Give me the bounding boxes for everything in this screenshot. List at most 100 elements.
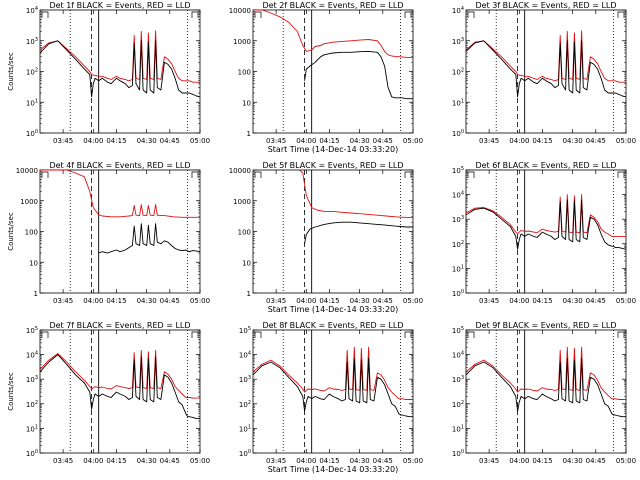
- x-tick-label: 04:00: [296, 297, 316, 305]
- x-tick-label: 03:45: [266, 457, 286, 465]
- series-line-events: [304, 50, 413, 100]
- plot-frame: [252, 9, 414, 134]
- panel-title: Det 1f BLACK = Events, RED = LLD: [49, 1, 190, 10]
- plot-frame: [39, 9, 201, 134]
- series-group: [466, 194, 626, 250]
- y-tick-label: 1: [247, 290, 251, 298]
- plot-frame: [465, 329, 627, 454]
- plot-frame: [252, 329, 414, 454]
- start-bracket-mark: [41, 171, 49, 178]
- series-group: [253, 10, 413, 100]
- x-tick-label: 04:00: [509, 457, 529, 465]
- x-tick-label: 04:30: [137, 297, 157, 305]
- x-tick-label: 05:00: [616, 457, 636, 465]
- y-tick-label: 1000: [233, 38, 251, 46]
- x-tick-label: 04:15: [106, 297, 126, 305]
- y-tick-label: 10000: [229, 167, 251, 175]
- x-axis-label: Start Time (14-Dec-14 03:33:20): [268, 465, 399, 474]
- x-tick-label: 04:45: [373, 137, 393, 145]
- panel-title: Det 6f BLACK = Events, RED = LLD: [475, 161, 616, 170]
- detector-panel-9: Det 9f BLACK = Events, RED = LLD 100 101 10…: [452, 321, 636, 465]
- series-line-lld: [466, 30, 626, 83]
- series-line-lld: [40, 30, 200, 83]
- series-line-events: [98, 223, 200, 254]
- x-tick-label: 04:30: [350, 297, 370, 305]
- y-tick-label: 103: [26, 37, 38, 46]
- x-tick-label: 04:45: [373, 457, 393, 465]
- y-tick-label: 102: [452, 400, 464, 409]
- x-tick-label: 03:45: [479, 297, 499, 305]
- x-tick-label: 05:00: [190, 457, 210, 465]
- x-tick-label: 04:30: [137, 137, 157, 145]
- y-tick-label: 10000: [16, 167, 38, 175]
- y-tick-label: 104: [452, 191, 464, 200]
- y-tick-label: 101: [452, 424, 464, 433]
- series-line-lld: [40, 349, 200, 399]
- x-tick-label: 04:30: [563, 457, 583, 465]
- end-bracket-mark: [617, 331, 625, 338]
- x-tick-label: 04:00: [509, 137, 529, 145]
- series-line-events: [466, 357, 626, 418]
- detector-panel-6: Det 6f BLACK = Events, RED = LLD 100 101 10…: [452, 161, 636, 305]
- detector-panel-3: Det 3f BLACK = Events, RED = LLD 100 101 10…: [452, 1, 636, 145]
- y-tick-label: 101: [452, 98, 464, 107]
- x-tick-label: 04:00: [83, 457, 103, 465]
- x-tick-label: 04:45: [586, 457, 606, 465]
- x-tick-label: 04:15: [532, 137, 552, 145]
- detector-panel-5: Det 5f BLACK = Events, RED = LLD 1 10 100 10…: [229, 161, 423, 314]
- y-tick-label: 101: [26, 424, 38, 433]
- start-bracket-mark: [467, 11, 475, 18]
- x-tick-label: 04:00: [509, 297, 529, 305]
- x-tick-label: 03:45: [53, 137, 73, 145]
- y-tick-label: 10: [242, 99, 251, 107]
- series-line-lld: [253, 10, 413, 59]
- y-tick-label: 104: [239, 351, 251, 360]
- plot-frame: [252, 169, 414, 294]
- y-tick-label: 104: [452, 351, 464, 360]
- start-bracket-mark: [41, 11, 49, 18]
- y-axis-label: Counts/sec: [7, 52, 15, 91]
- y-tick-label: 100: [452, 289, 464, 298]
- x-tick-label: 04:30: [137, 457, 157, 465]
- y-tick-label: 103: [452, 37, 464, 46]
- detector-panel-1: Det 1f BLACK = Events, RED = LLD 100 101 10…: [7, 1, 210, 145]
- x-tick-label: 05:00: [403, 297, 423, 305]
- x-tick-label: 04:45: [160, 297, 180, 305]
- panel-title: Det 3f BLACK = Events, RED = LLD: [475, 1, 616, 10]
- y-tick-label: 105: [452, 326, 464, 335]
- y-tick-label: 101: [26, 98, 38, 107]
- detector-panel-2: Det 2f BLACK = Events, RED = LLD 1 10 100 10…: [229, 1, 423, 154]
- x-tick-label: 03:45: [53, 457, 73, 465]
- series-group: [253, 346, 413, 418]
- x-tick-label: 05:00: [616, 137, 636, 145]
- y-tick-label: 10000: [229, 7, 251, 15]
- series-group: [298, 170, 413, 244]
- x-tick-label: 05:00: [190, 137, 210, 145]
- series-group: [40, 349, 200, 420]
- x-tick-label: 04:00: [83, 137, 103, 145]
- x-tick-label: 04:45: [160, 137, 180, 145]
- y-tick-label: 1: [247, 130, 251, 138]
- series-line-lld: [253, 346, 413, 400]
- x-tick-label: 04:45: [160, 457, 180, 465]
- end-bracket-mark: [617, 171, 625, 178]
- end-bracket-mark: [617, 11, 625, 18]
- start-bracket-mark: [254, 171, 262, 178]
- series-line-events: [40, 354, 200, 420]
- y-tick-label: 102: [452, 68, 464, 77]
- y-tick-label: 100: [452, 449, 464, 458]
- panel-title: Det 5f BLACK = Events, RED = LLD: [262, 161, 403, 170]
- y-tick-label: 1000: [233, 198, 251, 206]
- y-axis-label: Counts/sec: [7, 212, 15, 251]
- series-line-lld: [466, 346, 626, 400]
- x-tick-label: 05:00: [403, 137, 423, 145]
- detector-panel-8: Det 8f BLACK = Events, RED = LLD 100 101 10…: [239, 321, 423, 474]
- y-tick-label: 105: [26, 326, 38, 335]
- series-line-events: [40, 40, 200, 98]
- y-axis-label: Counts/sec: [7, 372, 15, 411]
- y-tick-label: 100: [238, 69, 251, 77]
- y-tick-label: 10: [242, 259, 251, 267]
- detector-panel-7: Det 7f BLACK = Events, RED = LLD 100 101 10…: [7, 321, 210, 465]
- x-axis-label: Start Time (14-Dec-14 03:33:20): [268, 305, 399, 314]
- y-tick-label: 102: [26, 68, 38, 77]
